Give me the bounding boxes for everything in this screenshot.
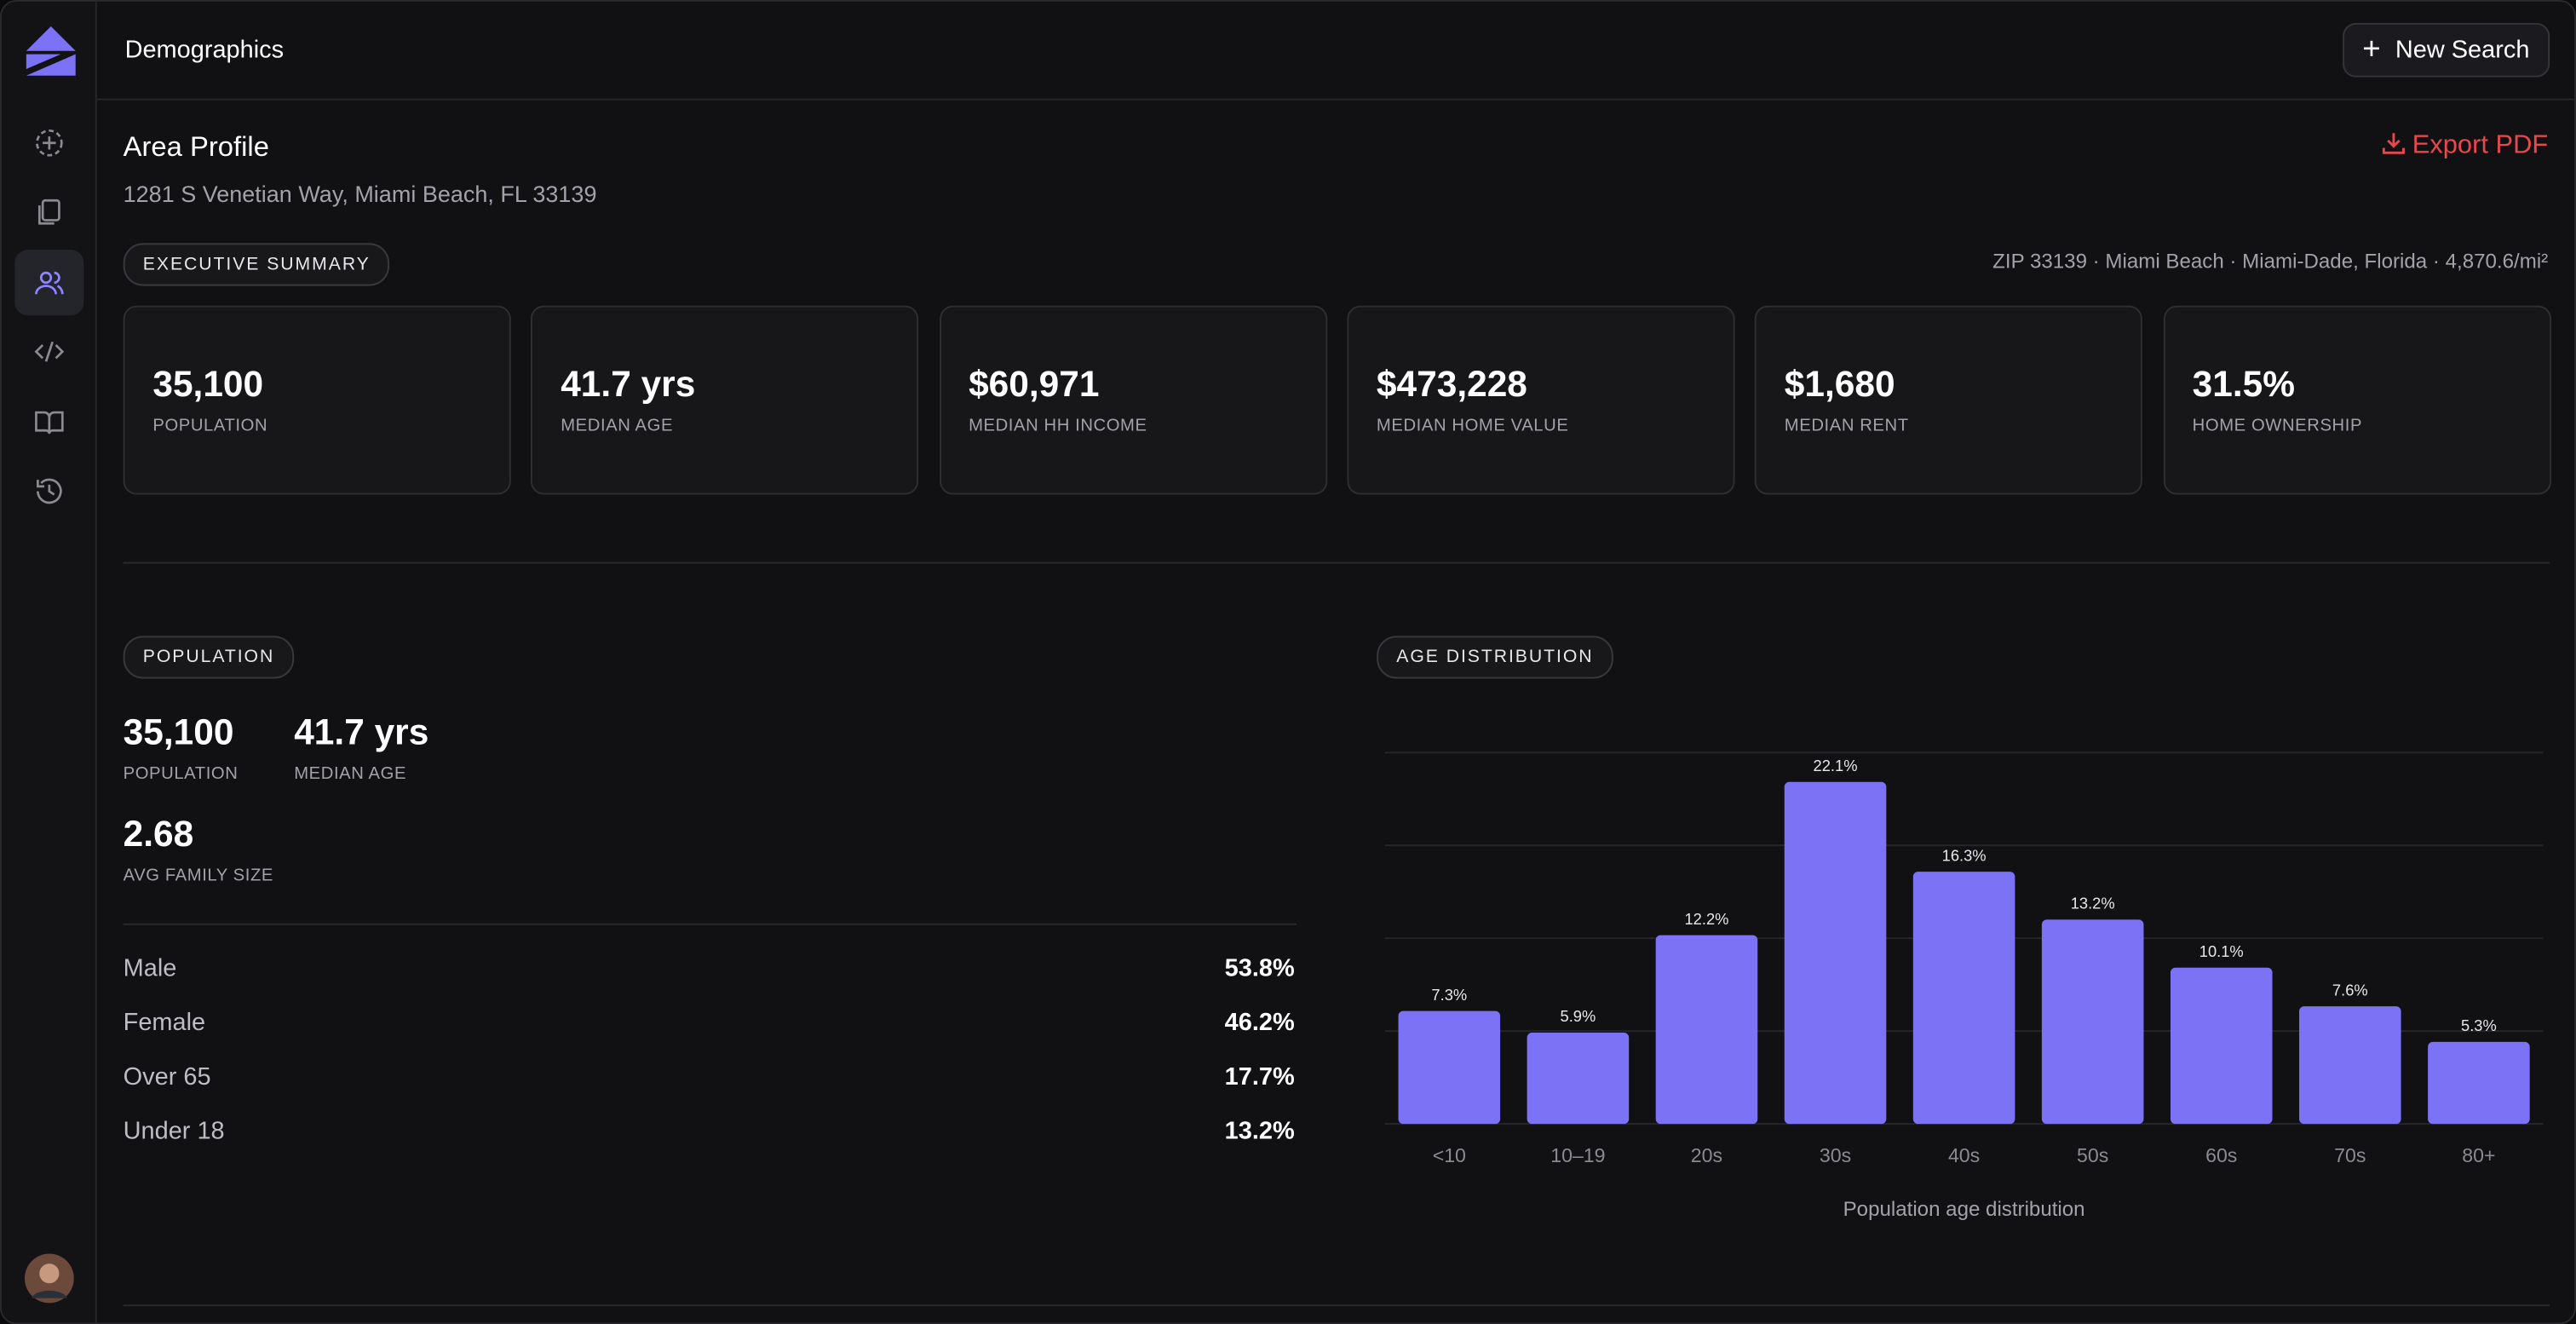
page-title: Demographics <box>124 36 285 65</box>
summary-card: 35,100 POPULATION <box>123 305 511 495</box>
stat-value: 35,100 <box>123 711 234 753</box>
card-value: 35,100 <box>152 363 264 405</box>
divider <box>123 1304 2550 1307</box>
bar <box>1527 1032 1630 1125</box>
header: Demographics + New Search <box>96 2 2575 101</box>
summary-card: 31.5% HOME OWNERSHIP <box>2162 305 2551 495</box>
card-label: HOME OWNERSHIP <box>2192 415 2363 436</box>
value-label: 12.2% <box>1684 910 1728 928</box>
row-label: Male <box>123 954 177 983</box>
population-badge: POPULATION <box>123 636 295 679</box>
bar <box>1912 872 2015 1125</box>
export-label: Export PDF <box>2412 131 2549 160</box>
stat-label: AVG FAMILY SIZE <box>123 866 274 886</box>
x-tick-label: 60s <box>2205 1144 2237 1166</box>
row-value: 13.2% <box>1224 1117 1295 1146</box>
chart-caption: Population age distribution <box>1843 1198 2085 1221</box>
row-label: Over 65 <box>123 1062 211 1091</box>
value-label: 16.3% <box>1942 846 1987 864</box>
card-label: MEDIAN RENT <box>1784 415 1909 436</box>
x-tick-label: 50s <box>2077 1144 2108 1166</box>
card-label: POPULATION <box>152 415 268 436</box>
sidebar <box>1 1 97 1323</box>
x-tick-label: 70s <box>2334 1144 2366 1166</box>
stat-value: 41.7 yrs <box>294 711 429 753</box>
bar <box>1398 1010 1501 1125</box>
export-pdf[interactable]: Export PDF <box>2382 131 2548 161</box>
row-value: 17.7% <box>1224 1062 1295 1091</box>
age-badge: AGE DISTRIBUTION <box>1377 636 1613 679</box>
summary-badge: EXECUTIVE SUMMARY <box>123 243 390 286</box>
location: ZIP 33139 · Miami Beach · Miami-Dade, Fl… <box>1992 250 2549 273</box>
card-value: $1,680 <box>1784 363 1895 405</box>
value-label: 13.2% <box>2071 895 2115 912</box>
x-tick-label: 10–19 <box>1550 1144 1605 1166</box>
summary-card: $1,680 MEDIAN RENT <box>1755 305 2143 495</box>
bar <box>2170 967 2273 1125</box>
bar <box>2299 1006 2401 1125</box>
x-tick-label: 30s <box>1820 1144 1851 1166</box>
age-chart: 7.3% <10 5.9% 10–19 12.2% 20s 22.1% 30s 16.3% 40s… <box>1384 751 2544 1221</box>
people-icon[interactable] <box>33 266 66 299</box>
x-tick-label: 20s <box>1691 1144 1722 1166</box>
address: 1281 S Venetian Way, Miami Beach, FL 331… <box>123 181 597 207</box>
stat-label: MEDIAN AGE <box>294 763 407 784</box>
card-label: MEDIAN HOME VALUE <box>1376 415 1569 436</box>
card-label: MEDIAN AGE <box>561 415 674 436</box>
stat-label: POPULATION <box>123 763 239 784</box>
row-label: Under 18 <box>123 1117 225 1146</box>
logo[interactable] <box>25 25 78 78</box>
bar <box>1784 781 1887 1125</box>
code-icon[interactable] <box>33 335 66 368</box>
avatar[interactable] <box>24 1253 74 1304</box>
summary-card: $60,971 MEDIAN HH INCOME <box>939 305 1327 495</box>
download-icon <box>2382 133 2405 154</box>
value-label: 5.9% <box>1561 1007 1596 1025</box>
documents-icon[interactable] <box>33 195 66 228</box>
row-value: 46.2% <box>1224 1009 1295 1037</box>
row-value: 53.8% <box>1224 954 1295 983</box>
card-value: 31.5% <box>2192 363 2296 405</box>
value-label: 10.1% <box>2199 942 2244 960</box>
value-label: 7.3% <box>1431 986 1467 1004</box>
divider <box>123 923 1297 925</box>
x-tick-label: 80+ <box>2462 1144 2495 1166</box>
bar <box>2428 1041 2530 1125</box>
bar <box>2041 919 2144 1125</box>
button-label: New Search <box>2395 36 2530 65</box>
new-icon[interactable] <box>33 126 66 159</box>
summary-card: 41.7 yrs MEDIAN AGE <box>531 305 919 495</box>
x-tick-label: 40s <box>1948 1144 1980 1166</box>
summary-card: $473,228 MEDIAN HOME VALUE <box>1347 305 1735 495</box>
stat-value: 2.68 <box>123 813 194 855</box>
new-search-button[interactable]: + New Search <box>2343 22 2550 78</box>
history-icon[interactable] <box>33 475 66 508</box>
book-icon[interactable] <box>33 406 66 439</box>
bar <box>1655 935 1758 1125</box>
x-tick-label: <10 <box>1433 1144 1466 1166</box>
value-label: 22.1% <box>1814 757 1858 774</box>
card-value: $60,971 <box>969 363 1100 405</box>
row-label: Female <box>123 1009 206 1037</box>
divider <box>123 561 2550 564</box>
card-label: MEDIAN HH INCOME <box>969 415 1147 436</box>
card-value: $473,228 <box>1376 363 1527 405</box>
plus-icon: + <box>2362 32 2381 68</box>
value-label: 7.6% <box>2332 981 2368 999</box>
value-label: 5.3% <box>2461 1016 2497 1034</box>
profile-title: Area Profile <box>123 131 269 163</box>
card-value: 41.7 yrs <box>561 363 696 405</box>
